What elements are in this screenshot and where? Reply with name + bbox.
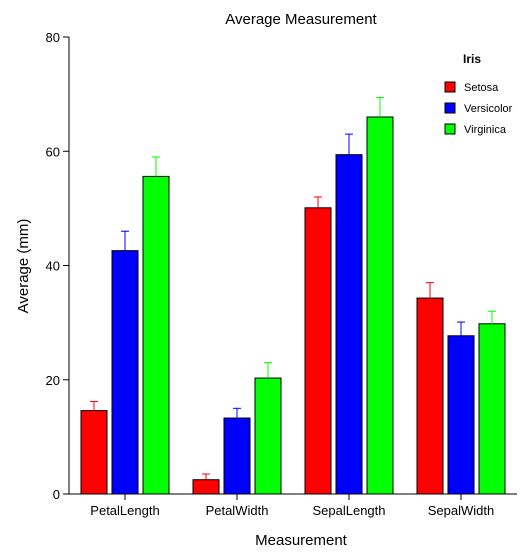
bar-virginica-sepalwidth: [479, 324, 505, 494]
legend: Iris Setosa Versicolor Virginica: [445, 52, 513, 136]
y-tick-label: 0: [53, 487, 60, 502]
bar-setosa-sepalwidth: [417, 298, 443, 494]
bar-virginica-sepallength: [367, 117, 393, 494]
legend-swatch-virginica: [445, 124, 455, 134]
legend-label-versicolor: Versicolor: [464, 103, 513, 115]
y-tick-label: 20: [46, 373, 60, 388]
bar-setosa-sepallength: [305, 208, 331, 494]
legend-swatch-versicolor: [445, 103, 455, 113]
x-axis-label: Measurement: [255, 532, 348, 549]
bar-versicolor-sepalwidth: [448, 336, 474, 494]
x-tick-label: SepalLength: [312, 503, 385, 518]
bar-versicolor-petalwidth: [224, 418, 250, 494]
bar-virginica-petalwidth: [255, 378, 281, 494]
x-tick-label: PetalWidth: [206, 503, 269, 518]
y-tick-label: 40: [46, 259, 60, 274]
legend-swatch-setosa: [445, 82, 455, 92]
y-axis-label: Average (mm): [15, 219, 32, 314]
x-tick-label: PetalLength: [90, 503, 159, 518]
y-tick-label: 80: [46, 30, 60, 45]
bar-virginica-petallength: [143, 176, 169, 494]
chart-title: Average Measurement: [225, 11, 377, 28]
bar-versicolor-sepallength: [336, 155, 362, 494]
legend-label-virginica: Virginica: [464, 124, 507, 136]
bar-versicolor-petallength: [112, 251, 138, 494]
y-tick-label: 60: [46, 144, 60, 159]
bar-setosa-petalwidth: [193, 480, 219, 494]
legend-title: Iris: [463, 52, 481, 66]
x-tick-label: SepalWidth: [428, 503, 494, 518]
legend-label-setosa: Setosa: [464, 82, 499, 94]
bar-setosa-petallength: [81, 411, 107, 494]
